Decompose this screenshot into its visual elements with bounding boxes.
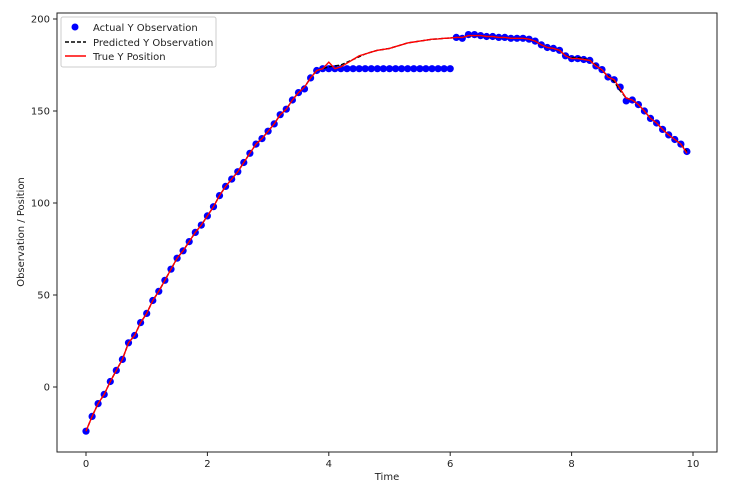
legend-label-true: True Y Position bbox=[92, 52, 166, 63]
x-tick-label: 10 bbox=[687, 459, 700, 470]
y-axis-ticks: 0 50 100 150 200 bbox=[31, 15, 57, 394]
data-point bbox=[361, 65, 369, 73]
x-tick-label: 0 bbox=[83, 459, 89, 470]
data-point bbox=[398, 65, 406, 73]
data-point bbox=[392, 65, 400, 73]
data-point bbox=[458, 34, 466, 42]
y-tick-label: 50 bbox=[37, 291, 50, 302]
data-point bbox=[440, 65, 448, 73]
data-point bbox=[300, 85, 309, 93]
data-point bbox=[410, 65, 418, 73]
x-tick-label: 4 bbox=[326, 459, 332, 470]
y-axis-label: Observation / Position bbox=[16, 177, 27, 287]
y-tick-label: 0 bbox=[44, 383, 50, 394]
x-tick-label: 8 bbox=[568, 459, 574, 470]
data-point bbox=[416, 65, 424, 73]
x-tick-label: 6 bbox=[447, 459, 453, 470]
y-tick-label: 100 bbox=[31, 199, 50, 210]
legend-box bbox=[60, 16, 217, 68]
data-point bbox=[373, 65, 381, 73]
data-point bbox=[367, 65, 375, 73]
plot-area bbox=[82, 30, 691, 435]
data-point bbox=[446, 65, 454, 73]
axes-frame bbox=[56, 12, 718, 453]
data-point bbox=[470, 30, 479, 39]
legend-label-actual: Actual Y Observation bbox=[93, 23, 198, 34]
data-point bbox=[379, 65, 387, 73]
data-point bbox=[355, 65, 363, 73]
data-point bbox=[349, 65, 357, 73]
x-axis-label: Time bbox=[374, 472, 399, 483]
y-tick-label: 150 bbox=[31, 107, 50, 118]
data-point bbox=[404, 65, 412, 73]
data-point bbox=[434, 65, 442, 73]
legend: Actual Y Observation Predicted Y Observa… bbox=[60, 16, 217, 68]
x-tick-label: 2 bbox=[204, 459, 210, 470]
series-true-line bbox=[85, 34, 688, 432]
legend-label-predicted: Predicted Y Observation bbox=[93, 38, 213, 49]
data-point bbox=[385, 65, 394, 73]
y-tick-label: 200 bbox=[31, 15, 50, 26]
data-point bbox=[428, 65, 436, 73]
data-point bbox=[422, 65, 430, 73]
legend-marker-actual-icon bbox=[71, 23, 79, 31]
data-point bbox=[343, 65, 351, 73]
x-axis-ticks: 0 2 4 6 8 10 bbox=[83, 452, 700, 470]
